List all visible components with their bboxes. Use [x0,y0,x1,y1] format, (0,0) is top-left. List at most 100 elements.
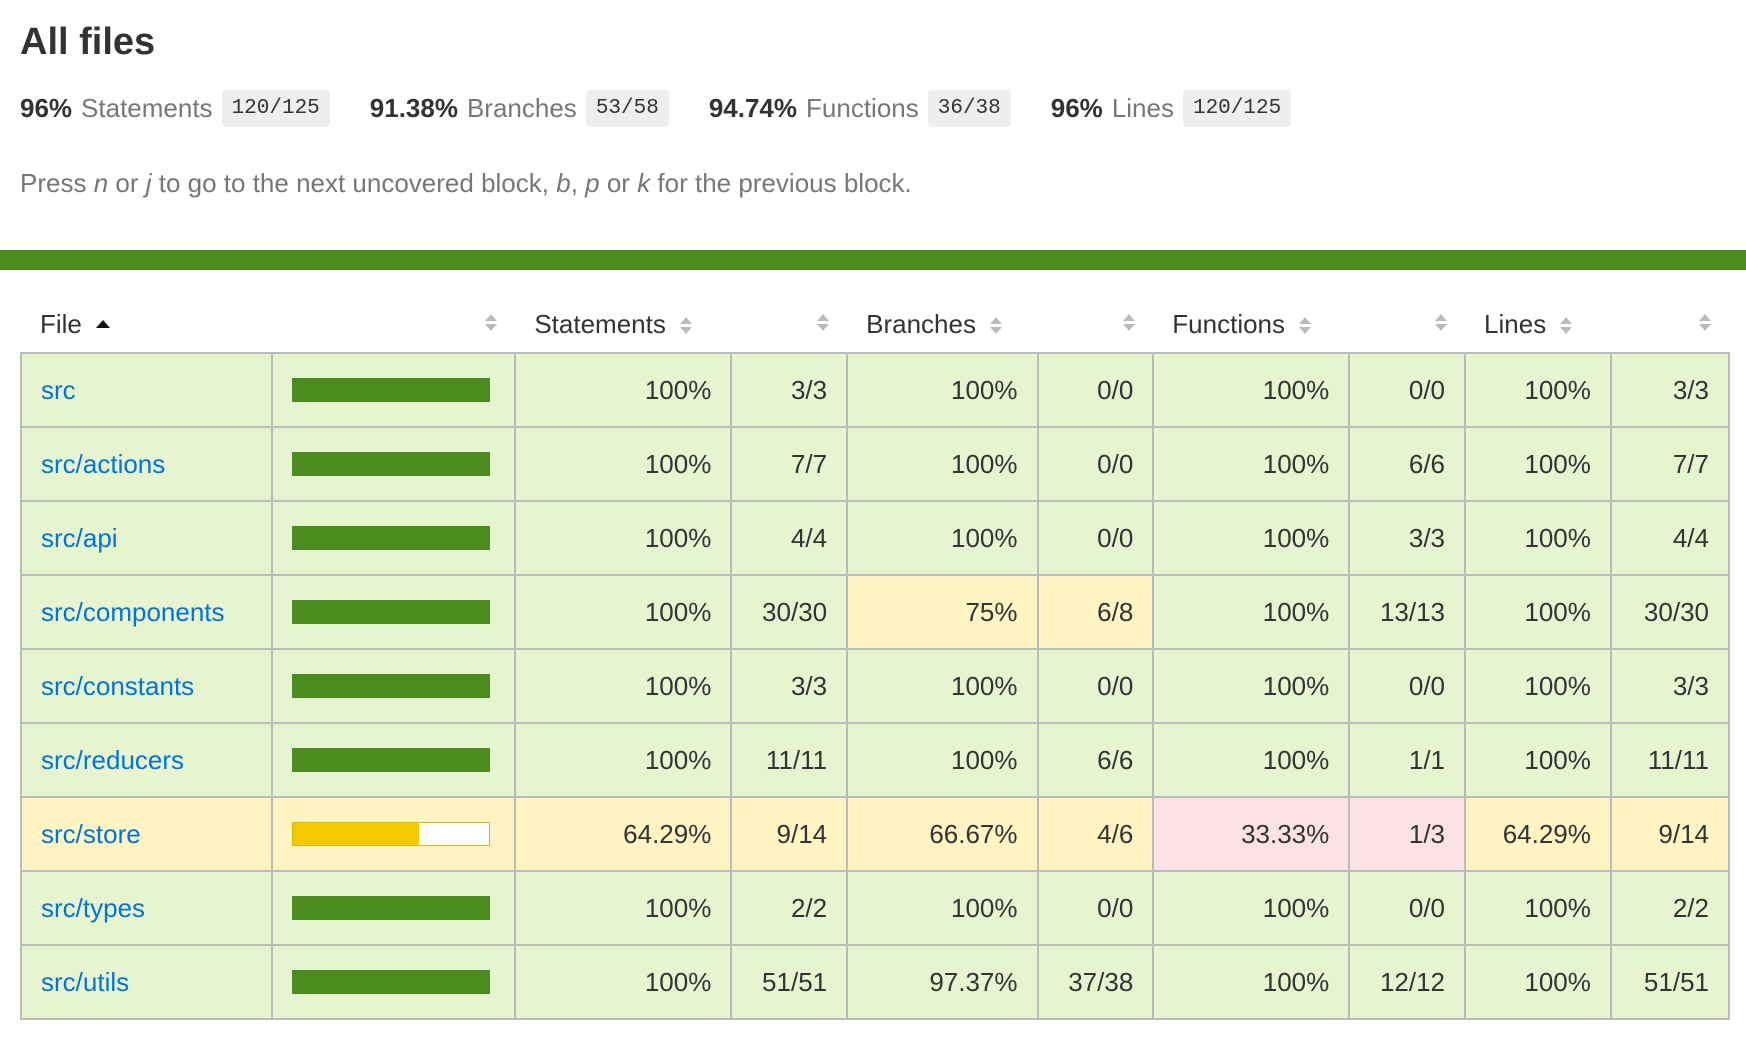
file-cell: src/api [20,500,273,576]
functions-pct: 33.33% [1152,796,1351,872]
statements-fraction: 7/7 [730,426,849,502]
column-header-lines[interactable]: Lines [1465,296,1611,353]
coverage-bar-cell [270,426,517,502]
summary-fraction: 120/125 [1182,89,1292,127]
lines-pct: 64.29% [1464,796,1612,872]
table-row: src/reducers 100% 11/11 100% 6/6 100% 1/1 100% 1… [20,722,1731,798]
functions-pct: 100% [1152,426,1351,502]
summary-pct: 96% [20,92,73,123]
functions-fraction: 0/0 [1348,870,1467,946]
branches-fraction: 0/0 [1036,648,1155,724]
sort-icon [1299,317,1312,335]
summary-pct: 94.74% [708,92,798,123]
branches-fraction: 0/0 [1036,500,1155,576]
statements-fraction: 4/4 [730,500,849,576]
column-header-file-bar[interactable] [272,296,516,353]
file-cell: src [20,352,273,428]
coverage-bar [291,452,490,476]
file-cell: src/store [20,796,273,872]
summary-pct: 91.38% [369,92,458,123]
statements-pct: 100% [514,352,733,428]
table-row: src/constants 100% 3/3 100% 0/0 100% 0/0 100% 3/… [20,648,1731,724]
coverage-bar-cell [270,796,517,872]
coverage-bar [291,526,490,550]
file-cell: src/actions [20,426,273,502]
coverage-bar [291,896,490,920]
statements-pct: 100% [514,500,733,576]
statements-fraction: 3/3 [730,648,849,724]
summary-label: Statements [81,92,213,123]
header-row: File Statements Branches Functions Lines [21,296,1729,353]
functions-pct: 100% [1152,870,1351,946]
lines-pct: 100% [1464,574,1612,650]
lines-pct: 100% [1464,500,1612,576]
lines-fraction: 4/4 [1609,500,1731,576]
file-link[interactable]: src/store [41,818,141,849]
table-row: src/api 100% 4/4 100% 0/0 100% 3/3 100% 4/4 [20,500,1731,576]
file-link[interactable]: src/reducers [41,744,185,775]
lines-fraction: 9/14 [1609,796,1731,872]
sort-icon [989,317,1002,335]
branches-pct: 75% [846,574,1039,650]
lines-fraction: 3/3 [1609,648,1731,724]
file-link[interactable]: src [41,374,76,405]
statements-fraction: 30/30 [730,574,849,650]
summary-label: Functions [806,92,919,123]
functions-fraction: 1/3 [1348,796,1467,872]
file-cell: src/types [20,870,273,946]
functions-pct: 100% [1152,944,1351,1020]
branches-fraction: 4/6 [1036,796,1155,872]
file-link[interactable]: src/types [41,892,146,923]
lines-fraction: 2/2 [1609,870,1731,946]
functions-pct: 100% [1152,500,1351,576]
coverage-bar [291,378,490,402]
column-header-file[interactable]: File [21,296,272,353]
functions-pct: 100% [1152,352,1351,428]
summary-label: Lines [1111,92,1174,123]
statements-pct: 64.29% [514,796,733,872]
column-header-branches[interactable]: Branches [847,296,1037,353]
key-n: n [93,168,109,198]
summary-fraction: 36/38 [927,89,1011,127]
file-link[interactable]: src/constants [41,670,195,701]
key-j: j [145,168,152,198]
coverage-bar-fill [292,527,489,549]
column-header-statements[interactable]: Statements [515,296,731,353]
statements-pct: 100% [514,648,733,724]
file-link[interactable]: src/components [41,596,225,627]
file-link[interactable]: src/api [41,522,118,553]
key-p: p [585,168,600,198]
summary-functions: 94.74% Functions 36/38 [708,89,1011,127]
coverage-bar [291,748,490,772]
coverage-bar-cell [270,722,517,798]
summary-lines: 96% Lines 120/125 [1051,89,1292,127]
branches-pct: 100% [846,722,1039,798]
file-cell: src/utils [20,944,273,1020]
statements-pct: 100% [514,722,733,798]
branches-pct: 97.37% [846,944,1039,1020]
file-link[interactable]: src/actions [41,448,166,479]
column-header-functions[interactable]: Functions [1153,296,1349,353]
statements-fraction: 2/2 [730,870,849,946]
statements-fraction: 3/3 [730,352,849,428]
key-k: k [637,168,651,198]
column-header-branches-raw[interactable] [1038,296,1154,353]
table-row: src 100% 3/3 100% 0/0 100% 0/0 100% 3/3 [20,352,1731,428]
file-link[interactable]: src/utils [41,966,130,997]
functions-fraction: 1/1 [1348,722,1467,798]
sort-asc-icon [95,320,110,331]
coverage-bar [291,970,490,994]
table-row: src/actions 100% 7/7 100% 0/0 100% 6/6 100% 7/7 [20,426,1731,502]
sort-icon [1435,314,1448,331]
column-header-functions-raw[interactable] [1349,296,1465,353]
branches-pct: 66.67% [846,796,1039,872]
functions-fraction: 0/0 [1348,648,1467,724]
coverage-bar-cell [270,870,517,946]
column-header-statements-raw[interactable] [731,296,847,353]
summary-fraction: 53/58 [585,89,669,127]
branches-fraction: 6/6 [1036,722,1155,798]
coverage-bar-fill [292,453,489,475]
coverage-bar-fill [292,675,489,697]
table-row: src/store 64.29% 9/14 66.67% 4/6 33.33% 1/3 64.… [20,796,1731,872]
column-header-lines-raw[interactable] [1611,296,1729,353]
